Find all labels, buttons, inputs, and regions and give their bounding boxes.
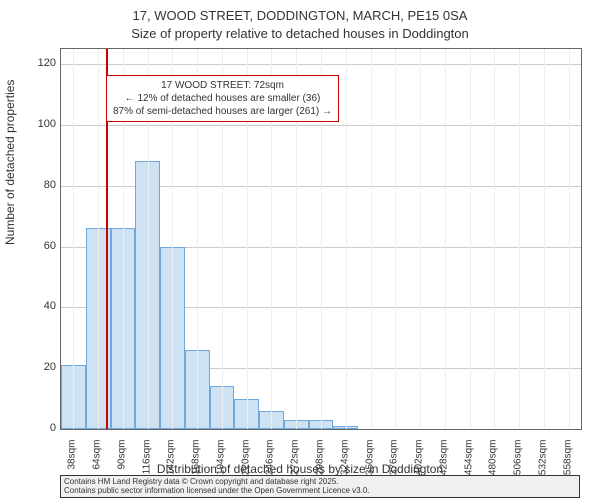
annotation-line1: 17 WOOD STREET: 72sqm bbox=[113, 79, 332, 92]
x-tick-label: 246sqm bbox=[265, 440, 276, 480]
x-tick-label: 38sqm bbox=[67, 440, 78, 480]
gridline-v bbox=[420, 49, 421, 429]
y-tick-label: 120 bbox=[16, 57, 56, 69]
chart-container: 17, WOOD STREET, DODDINGTON, MARCH, PE15… bbox=[0, 0, 600, 500]
gridline-v bbox=[371, 49, 372, 429]
annotation-box: 17 WOOD STREET: 72sqm ← 12% of detached … bbox=[106, 75, 339, 122]
gridline-v bbox=[395, 49, 396, 429]
gridline-v bbox=[73, 49, 74, 429]
gridline-v bbox=[346, 49, 347, 429]
x-tick-label: 168sqm bbox=[191, 440, 202, 480]
y-tick-label: 0 bbox=[16, 422, 56, 434]
gridline-v bbox=[569, 49, 570, 429]
x-tick-label: 376sqm bbox=[389, 440, 400, 480]
x-tick-label: 142sqm bbox=[166, 440, 177, 480]
x-tick-label: 428sqm bbox=[438, 440, 449, 480]
gridline-v bbox=[494, 49, 495, 429]
y-tick-label: 100 bbox=[16, 118, 56, 130]
gridline-v bbox=[445, 49, 446, 429]
x-tick-label: 64sqm bbox=[92, 440, 103, 480]
license-line2: Contains public sector information licen… bbox=[64, 486, 576, 496]
x-tick-label: 454sqm bbox=[463, 440, 474, 480]
y-axis-title: Number of detached properties bbox=[3, 80, 17, 245]
plot-area: 17 WOOD STREET: 72sqm ← 12% of detached … bbox=[60, 48, 582, 430]
x-tick-label: 298sqm bbox=[315, 440, 326, 480]
chart-title-line1: 17, WOOD STREET, DODDINGTON, MARCH, PE15… bbox=[0, 8, 600, 23]
annotation-line3: 87% of semi-detached houses are larger (… bbox=[113, 105, 332, 118]
x-tick-label: 350sqm bbox=[364, 440, 375, 480]
x-tick-label: 532sqm bbox=[537, 440, 548, 480]
gridline-v bbox=[98, 49, 99, 429]
y-tick-label: 80 bbox=[16, 179, 56, 191]
y-tick-label: 60 bbox=[16, 240, 56, 252]
annotation-line2: ← 12% of detached houses are smaller (36… bbox=[113, 92, 332, 105]
gridline-v bbox=[544, 49, 545, 429]
x-tick-label: 194sqm bbox=[215, 440, 226, 480]
x-tick-label: 324sqm bbox=[339, 440, 350, 480]
x-tick-label: 480sqm bbox=[488, 440, 499, 480]
x-tick-label: 116sqm bbox=[141, 440, 152, 480]
x-tick-label: 272sqm bbox=[290, 440, 301, 480]
y-tick-label: 20 bbox=[16, 361, 56, 373]
x-tick-label: 506sqm bbox=[513, 440, 524, 480]
x-tick-label: 558sqm bbox=[562, 440, 573, 480]
gridline-v bbox=[519, 49, 520, 429]
gridline-v bbox=[470, 49, 471, 429]
x-tick-label: 90sqm bbox=[116, 440, 127, 480]
y-tick-label: 40 bbox=[16, 300, 56, 312]
x-tick-label: 220sqm bbox=[240, 440, 251, 480]
x-tick-label: 402sqm bbox=[414, 440, 425, 480]
chart-title-line2: Size of property relative to detached ho… bbox=[0, 26, 600, 41]
